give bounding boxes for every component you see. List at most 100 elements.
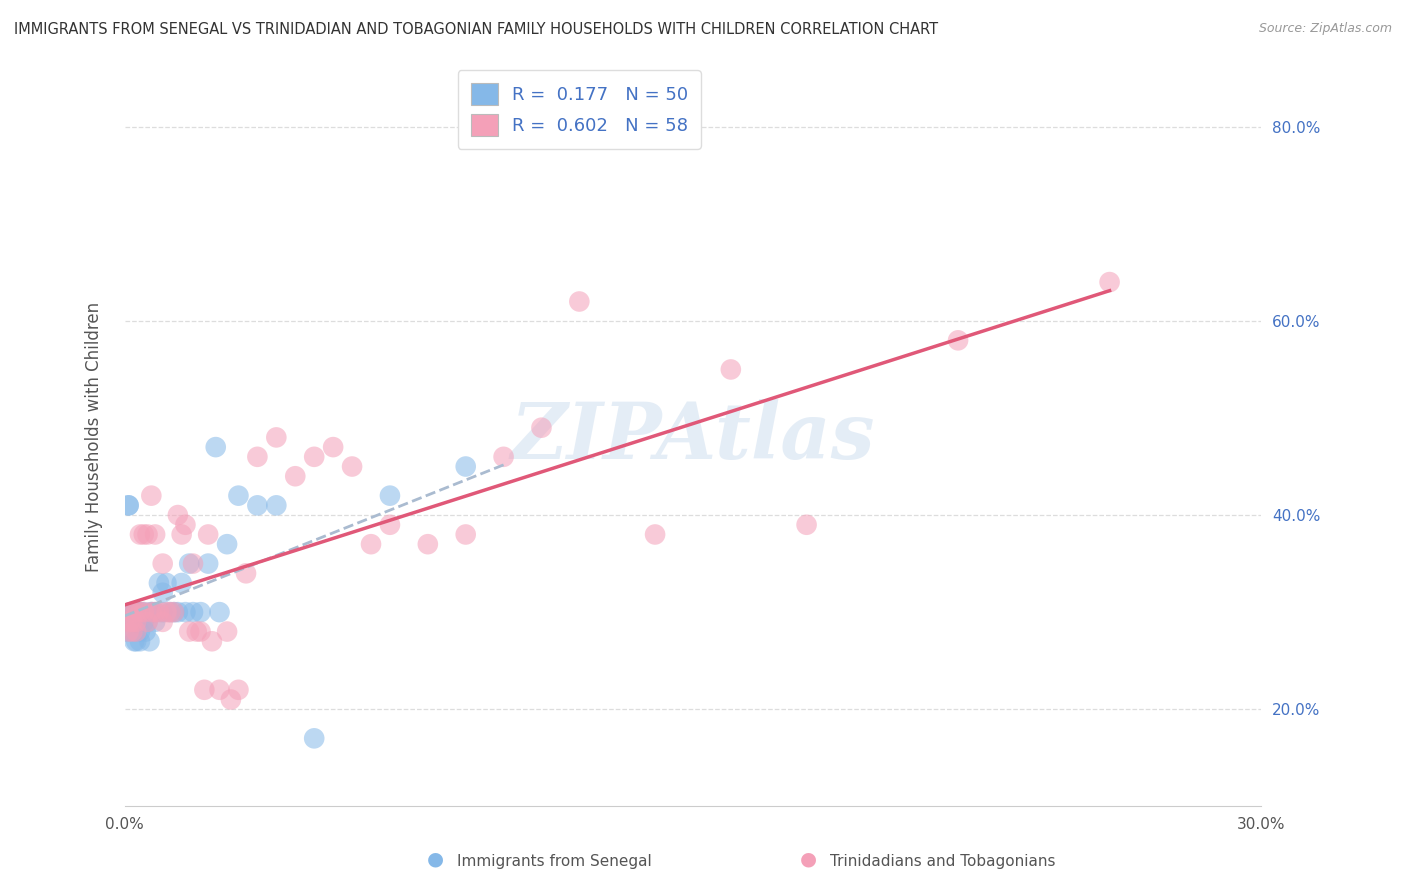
Point: [644, 527, 666, 541]
Point: [208, 682, 231, 697]
Point: [360, 537, 382, 551]
Point: [163, 605, 186, 619]
Point: [174, 605, 197, 619]
Point: [132, 527, 155, 541]
Point: [141, 605, 163, 619]
Point: [117, 624, 139, 639]
Point: [174, 517, 197, 532]
Text: Source: ZipAtlas.com: Source: ZipAtlas.com: [1258, 22, 1392, 36]
Point: [302, 731, 325, 746]
Text: ZIPAtlas: ZIPAtlas: [510, 399, 875, 475]
Point: [132, 605, 155, 619]
Point: [129, 605, 152, 619]
Point: [125, 605, 148, 619]
Point: [152, 557, 174, 571]
Point: [121, 605, 143, 619]
Point: [118, 615, 141, 629]
Point: [568, 294, 591, 309]
Point: [120, 605, 142, 619]
Point: [181, 605, 204, 619]
Point: [219, 692, 242, 706]
Point: [138, 634, 160, 648]
Point: [179, 557, 201, 571]
Point: [141, 489, 163, 503]
Text: IMMIGRANTS FROM SENEGAL VS TRINIDADIAN AND TOBAGONIAN FAMILY HOUSEHOLDS WITH CHI: IMMIGRANTS FROM SENEGAL VS TRINIDADIAN A…: [14, 22, 938, 37]
Point: [129, 527, 152, 541]
Y-axis label: Family Households with Children: Family Households with Children: [86, 302, 103, 573]
Point: [454, 459, 477, 474]
Point: [143, 605, 166, 619]
Point: [136, 527, 159, 541]
Point: [129, 624, 152, 639]
Point: [322, 440, 344, 454]
Point: [152, 585, 174, 599]
Point: [266, 430, 288, 444]
Point: [125, 624, 148, 639]
Point: [121, 615, 143, 629]
Point: [135, 624, 157, 639]
Point: [284, 469, 307, 483]
Point: [125, 615, 148, 629]
Point: [125, 634, 148, 648]
Text: Trinidadians and Tobagonians: Trinidadians and Tobagonians: [830, 854, 1054, 869]
Point: [117, 499, 139, 513]
Point: [454, 527, 477, 541]
Point: [170, 576, 193, 591]
Point: [217, 624, 239, 639]
Point: [302, 450, 325, 464]
Point: [166, 508, 188, 522]
Point: [129, 605, 152, 619]
Point: [120, 605, 142, 619]
Point: [193, 682, 215, 697]
Point: [235, 566, 257, 581]
Point: [148, 576, 170, 591]
Point: [796, 517, 818, 532]
Point: [201, 634, 224, 648]
Point: [246, 499, 269, 513]
Point: [124, 634, 146, 648]
Point: [121, 605, 143, 619]
Point: [132, 605, 155, 619]
Point: [118, 615, 141, 629]
Point: [159, 605, 181, 619]
Point: [155, 576, 177, 591]
Point: [125, 605, 148, 619]
Point: [143, 605, 166, 619]
Point: [190, 624, 212, 639]
Point: [121, 615, 143, 629]
Point: [152, 605, 174, 619]
Point: [204, 440, 226, 454]
Text: ●: ●: [800, 850, 817, 869]
Point: [179, 624, 201, 639]
Point: [197, 527, 219, 541]
Point: [208, 605, 231, 619]
Point: [378, 517, 401, 532]
Point: [132, 615, 155, 629]
Point: [125, 615, 148, 629]
Point: [125, 624, 148, 639]
Point: [340, 459, 363, 474]
Text: Immigrants from Senegal: Immigrants from Senegal: [457, 854, 652, 869]
Point: [181, 557, 204, 571]
Point: [127, 605, 149, 619]
Point: [170, 527, 193, 541]
Point: [155, 605, 177, 619]
Point: [141, 605, 163, 619]
Point: [186, 624, 208, 639]
Point: [115, 624, 138, 639]
Point: [946, 334, 969, 348]
Point: [416, 537, 439, 551]
Text: ●: ●: [427, 850, 444, 869]
Point: [117, 499, 139, 513]
Point: [530, 420, 553, 434]
Point: [136, 615, 159, 629]
Point: [228, 682, 250, 697]
Point: [217, 537, 239, 551]
Point: [122, 605, 145, 619]
Point: [136, 615, 159, 629]
Point: [492, 450, 515, 464]
Point: [143, 615, 166, 629]
Point: [159, 605, 181, 619]
Point: [121, 624, 143, 639]
Point: [1098, 275, 1121, 289]
